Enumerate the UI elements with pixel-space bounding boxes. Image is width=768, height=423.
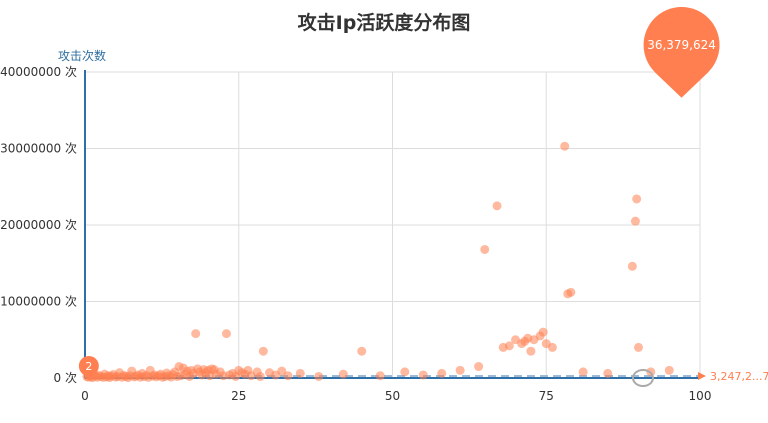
scatter-point: [630, 216, 640, 226]
scatter-point: [480, 244, 490, 254]
scatter-point: [526, 346, 536, 356]
scatter-point: [418, 370, 428, 380]
scatter-point: [191, 329, 201, 339]
scatter-point: [375, 371, 385, 381]
scatter-point: [603, 368, 613, 378]
scatter-point: [455, 365, 465, 375]
scatter-point: [560, 141, 570, 151]
scatter-point: [400, 367, 410, 377]
scatter-point: [437, 368, 447, 378]
scatter-point: [221, 329, 231, 339]
y-tick-label: 30000000 次: [0, 142, 77, 156]
scatter-point: [314, 371, 324, 381]
scatter-point: [664, 365, 674, 375]
y-tick-label: 10000000 次: [0, 295, 77, 309]
scatter-point: [255, 371, 265, 381]
average-line-label: 3,247,2...7.5: [710, 370, 768, 383]
scatter-point: [277, 366, 287, 376]
max-marker-label: 36,379,624: [647, 38, 716, 52]
scatter-point: [634, 342, 643, 352]
wechat-icon: [632, 368, 654, 387]
scatter-point: [258, 346, 268, 356]
y-tick-label: 20000000 次: [0, 218, 77, 232]
scatter-point: [566, 287, 576, 297]
watermark: [632, 368, 660, 387]
x-tick-label: 0: [81, 389, 89, 403]
scatter-point: [547, 342, 557, 352]
average-line-arrow: [698, 372, 706, 380]
scatter-point: [492, 201, 502, 211]
max-marker-pin: [643, 7, 720, 83]
scatter-point: [474, 362, 484, 372]
y-axis-label: 攻击次数: [58, 49, 107, 63]
scatter-point: [357, 346, 367, 356]
scatter-point: [283, 371, 293, 381]
x-tick-label: 50: [385, 389, 400, 403]
chart-title: 攻击Ip活跃度分布图: [297, 12, 471, 34]
scatter-point: [632, 194, 642, 204]
scatter-point: [627, 261, 637, 271]
scatter-point: [538, 327, 548, 337]
y-tick-label: 0 次: [54, 371, 77, 385]
scatter-point: [578, 367, 588, 377]
min-marker-pin: [78, 355, 99, 376]
scatter-point: [295, 368, 305, 378]
x-tick-label: 75: [539, 389, 554, 403]
min-marker-label: 2: [85, 360, 92, 373]
scatter-point: [504, 341, 514, 351]
y-tick-label: 40000000 次: [0, 65, 77, 79]
scatter-point: [338, 369, 348, 379]
x-tick-label: 25: [231, 389, 246, 403]
x-tick-label: 100: [689, 389, 712, 403]
